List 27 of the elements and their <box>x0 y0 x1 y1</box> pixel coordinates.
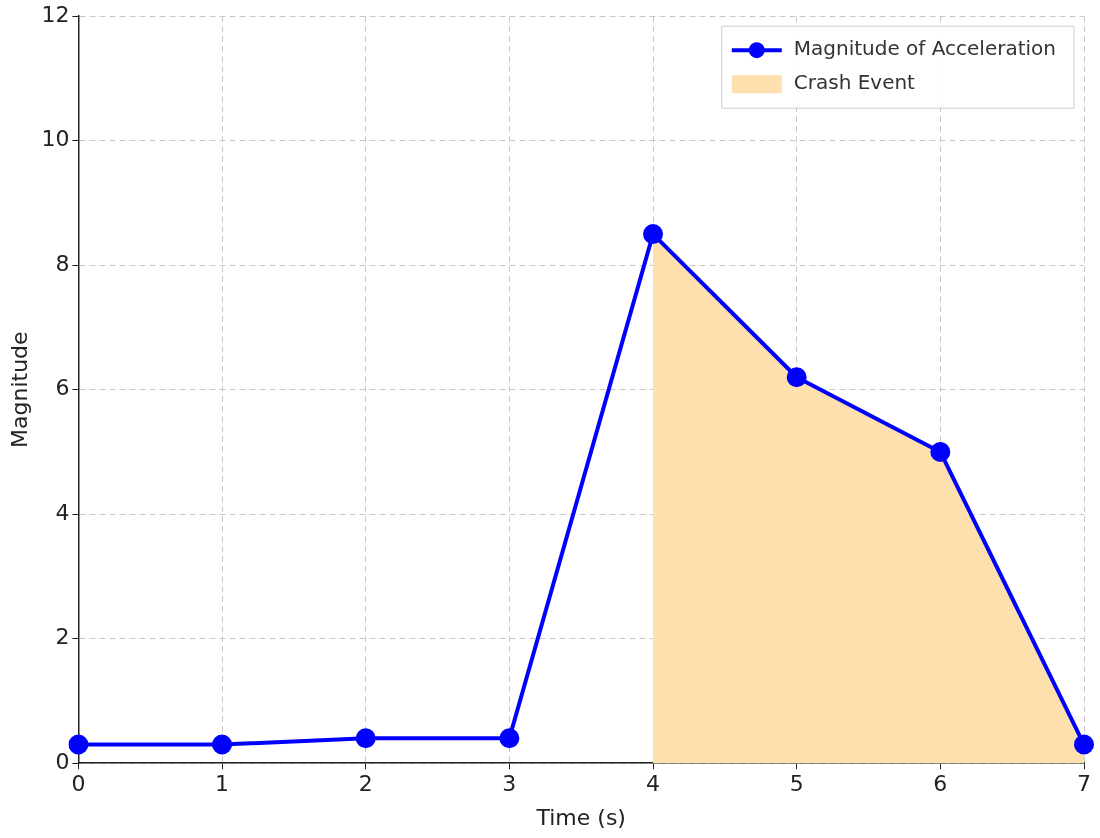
legend-label: Crash Event <box>793 70 916 95</box>
point <box>1074 734 1094 755</box>
x-tick-label: 6 <box>933 771 948 797</box>
y-tick-label: 10 <box>41 126 70 152</box>
y-tick-label: 6 <box>55 375 70 401</box>
y-tick-label: 8 <box>55 250 70 276</box>
point <box>499 728 520 749</box>
x-tick-label: 5 <box>789 771 804 797</box>
point <box>212 734 233 755</box>
y-axis-title: Magnitude <box>6 331 32 448</box>
point <box>786 367 807 388</box>
legend-label: Magnitude of Acceleration <box>793 36 1057 61</box>
x-tick-label: 0 <box>71 771 86 797</box>
y-tick-label: 2 <box>55 624 70 650</box>
y-tick-label: 12 <box>41 1 70 27</box>
x-tick-label: 1 <box>215 771 230 797</box>
point <box>643 224 664 245</box>
y-tick-label: 0 <box>55 748 70 774</box>
x-tick-label: 2 <box>358 771 373 797</box>
point <box>930 441 951 462</box>
point <box>355 728 376 749</box>
x-tick-label: 7 <box>1077 771 1091 797</box>
x-tick-label: 4 <box>646 771 661 797</box>
x-tick-label: 3 <box>502 771 517 797</box>
point <box>68 734 89 755</box>
x-axis-title: Time (s) <box>535 804 626 830</box>
y-tick-label: 4 <box>55 499 70 525</box>
